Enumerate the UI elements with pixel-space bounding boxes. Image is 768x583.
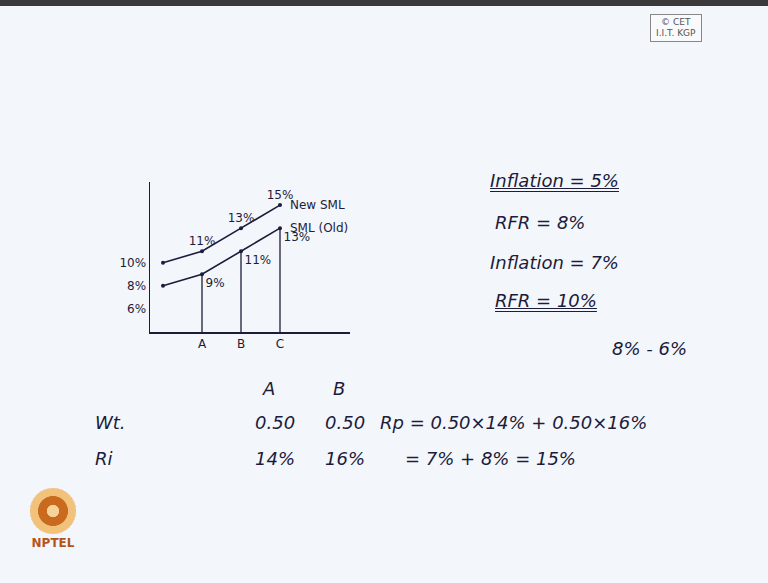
svg-text:13%: 13% (228, 211, 255, 225)
html-text:8% - 6%: 8% - 6% (612, 338, 688, 359)
svg-text:15%: 15% (267, 188, 294, 202)
html-text:Wt.: Wt. (95, 412, 126, 433)
html-text:RFR = 8%: RFR = 8% (495, 212, 586, 233)
svg-text:11%: 11% (245, 253, 272, 267)
html-text:A: A (263, 378, 276, 399)
svg-text:SML (Old): SML (Old) (290, 221, 348, 235)
svg-text:New SML: New SML (290, 198, 345, 212)
html-text:Rp = 0.50×14% + 0.50×16%: Rp = 0.50×14% + 0.50×16% (380, 412, 648, 433)
svg-text:6%: 6% (127, 302, 146, 316)
html-text:0.50: 0.50 (325, 412, 366, 433)
svg-text:B: B (237, 337, 245, 351)
svg-text:9%: 9% (206, 276, 225, 290)
html-text:B: B (333, 378, 346, 399)
html-text:14%: 14% (255, 448, 295, 469)
html-text:NPTEL: NPTEL (31, 536, 75, 550)
html-text:Inflation = 7%: Inflation = 7% (490, 252, 619, 273)
svg-text:10%: 10% (119, 256, 146, 270)
svg-text:A: A (198, 337, 207, 351)
svg-text:11%: 11% (189, 234, 216, 248)
html-text:16%: 16% (325, 448, 365, 469)
html-text:© CET: © CET (661, 17, 691, 27)
svg-text:13%: 13% (284, 230, 311, 244)
html-text:Ri: Ri (95, 448, 113, 469)
html-text:RFR = 10%: RFR = 10% (495, 290, 597, 311)
svg-text:8%: 8% (127, 279, 146, 293)
html-text:Inflation = 5%: Inflation = 5% (490, 170, 619, 191)
html-text:I.I.T. KGP: I.I.T. KGP (656, 28, 696, 38)
svg-text:C: C (276, 337, 284, 351)
html-text:= 7% + 8% = 15%: = 7% + 8% = 15% (405, 448, 576, 469)
html-text:0.50: 0.50 (255, 412, 296, 433)
